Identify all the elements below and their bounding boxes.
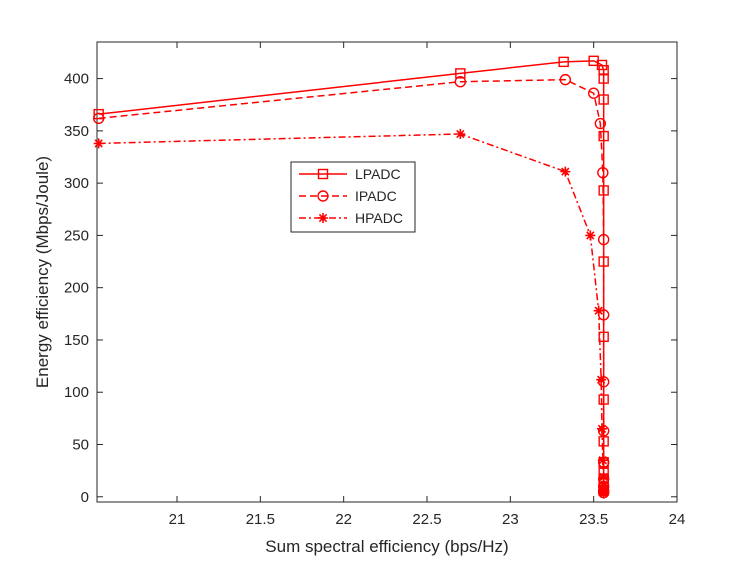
data-point-lpadc bbox=[596, 59, 608, 71]
data-point-hpadc bbox=[597, 423, 607, 434]
x-tick-label: 22.5 bbox=[412, 511, 441, 528]
data-point-ipadc bbox=[454, 76, 467, 88]
legend: LPADC IPADC HPADC bbox=[290, 161, 416, 233]
series-group bbox=[92, 55, 610, 499]
y-tick-label: 250 bbox=[64, 227, 89, 244]
legend-marker-ipadc bbox=[317, 190, 329, 202]
data-point-hpadc bbox=[597, 455, 608, 466]
y-tick-label: 350 bbox=[64, 123, 89, 140]
data-point-ipadc bbox=[559, 73, 572, 86]
data-point-ipadc bbox=[597, 425, 610, 437]
data-point-hpadc bbox=[93, 138, 104, 149]
legend-label-lpadc: LPADC bbox=[355, 166, 401, 182]
data-point-ipadc bbox=[92, 112, 105, 125]
axis-ticks: 21 21.5 22 22.5 23 23.5 24 0 50 100 150 200 250 300 35… bbox=[64, 42, 685, 528]
x-tick-label: 23 bbox=[502, 511, 519, 528]
y-tick-label: 200 bbox=[64, 280, 89, 297]
data-point-lpadc bbox=[93, 108, 104, 120]
series-hpadc bbox=[93, 129, 609, 499]
data-point-lpadc bbox=[598, 130, 609, 142]
data-point-lpadc bbox=[598, 394, 609, 405]
x-axis-label: Sum spectral efficiency (bps/Hz) bbox=[265, 537, 508, 556]
data-point-lpadc bbox=[558, 56, 569, 68]
data-point-lpadc bbox=[598, 94, 609, 105]
y-tick-label: 300 bbox=[64, 175, 89, 192]
data-point-hpadc bbox=[598, 471, 609, 482]
data-point-ipadc bbox=[597, 166, 609, 179]
data-point-ipadc bbox=[594, 117, 607, 130]
y-tick-label: 50 bbox=[72, 437, 89, 454]
x-tick-label: 22 bbox=[335, 511, 352, 528]
data-point-hpadc bbox=[593, 305, 604, 316]
legend-marker-hpadc bbox=[318, 213, 328, 223]
y-axis-label: Energy efficiency (Mbps/Joule) bbox=[33, 156, 52, 388]
data-point-hpadc bbox=[560, 166, 571, 177]
x-tick-label: 21 bbox=[169, 511, 186, 528]
data-point-hpadc bbox=[596, 374, 607, 385]
y-tick-label: 0 bbox=[81, 489, 89, 506]
x-tick-label: 23.5 bbox=[579, 511, 608, 528]
data-point-hpadc bbox=[585, 230, 596, 241]
data-point-lpadc bbox=[598, 185, 609, 196]
plot-frame bbox=[96, 41, 678, 503]
x-tick-label: 21.5 bbox=[246, 511, 275, 528]
data-point-ipadc bbox=[597, 233, 610, 246]
data-point-ipadc bbox=[597, 456, 610, 468]
data-point-lpadc bbox=[455, 68, 466, 79]
y-tick-label: 100 bbox=[64, 384, 89, 401]
legend-marker-lpadc bbox=[317, 168, 329, 180]
legend-label-hpadc: HPADC bbox=[355, 210, 403, 226]
legend-label-ipadc: IPADC bbox=[355, 188, 397, 204]
data-point-hpadc bbox=[598, 488, 609, 499]
y-tick-label: 150 bbox=[64, 332, 89, 349]
y-tick-label: 400 bbox=[64, 71, 89, 88]
x-tick-label: 24 bbox=[669, 511, 686, 528]
data-point-lpadc bbox=[598, 73, 609, 84]
data-point-hpadc bbox=[455, 129, 466, 139]
data-point-ipadc bbox=[587, 87, 600, 99]
